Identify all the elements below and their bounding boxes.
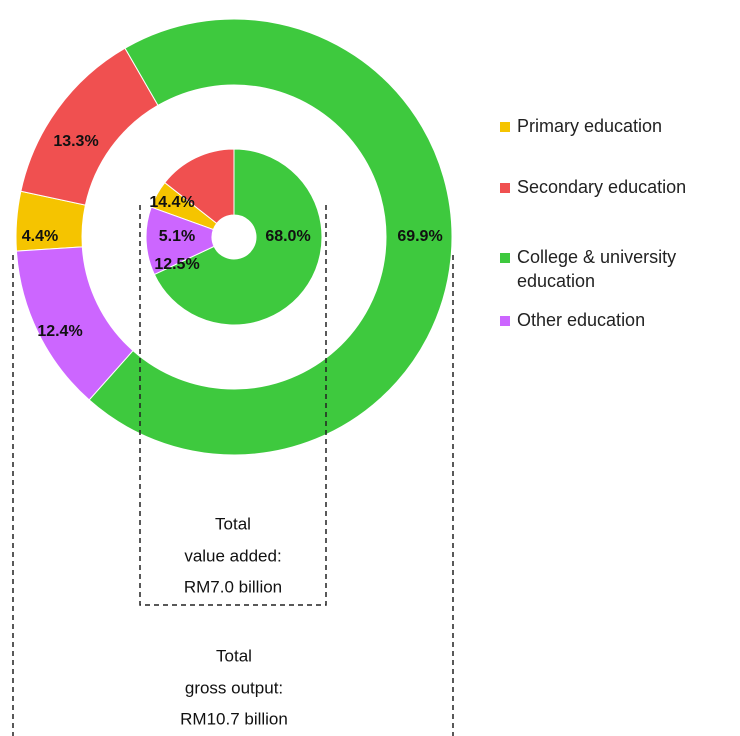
data-label: 4.4% <box>22 228 58 245</box>
donut-segment <box>164 148 235 225</box>
legend-label: Secondary education <box>517 177 687 197</box>
legend-item: Primary education <box>500 114 740 138</box>
legend-swatch <box>500 316 510 326</box>
legend-label: Primary education <box>517 116 663 136</box>
chart-title: Total <box>215 514 251 533</box>
data-label: 5.1% <box>159 228 195 245</box>
chart-title: RM10.7 billion <box>180 709 288 728</box>
donut-segment <box>88 18 453 456</box>
donut-segment <box>20 47 159 206</box>
data-label: 12.4% <box>37 323 82 340</box>
data-label: 69.9% <box>397 228 442 245</box>
bracket <box>139 205 327 606</box>
legend-item: Secondary education <box>500 175 740 199</box>
legend-swatch <box>500 183 510 193</box>
chart-title: value added: <box>184 546 281 565</box>
donut-segment <box>15 246 134 401</box>
bracket <box>12 255 454 736</box>
data-label: 68.0% <box>265 228 310 245</box>
chart-title: Total <box>216 646 252 665</box>
data-label: 14.4% <box>149 194 194 211</box>
data-label: 12.5% <box>154 256 199 273</box>
legend-label: Other education <box>517 310 646 330</box>
legend-swatch <box>500 122 510 132</box>
legend-item: Other education <box>500 308 740 332</box>
chart-title: RM7.0 billion <box>184 577 282 596</box>
chart-title: gross output: <box>185 678 283 697</box>
legend-swatch <box>500 253 510 263</box>
legend-label: College & university education <box>517 247 677 291</box>
donut-segment <box>145 206 215 276</box>
data-label: 13.3% <box>53 133 98 150</box>
legend-item: College & university education <box>500 245 740 293</box>
donut-segment <box>153 148 323 326</box>
